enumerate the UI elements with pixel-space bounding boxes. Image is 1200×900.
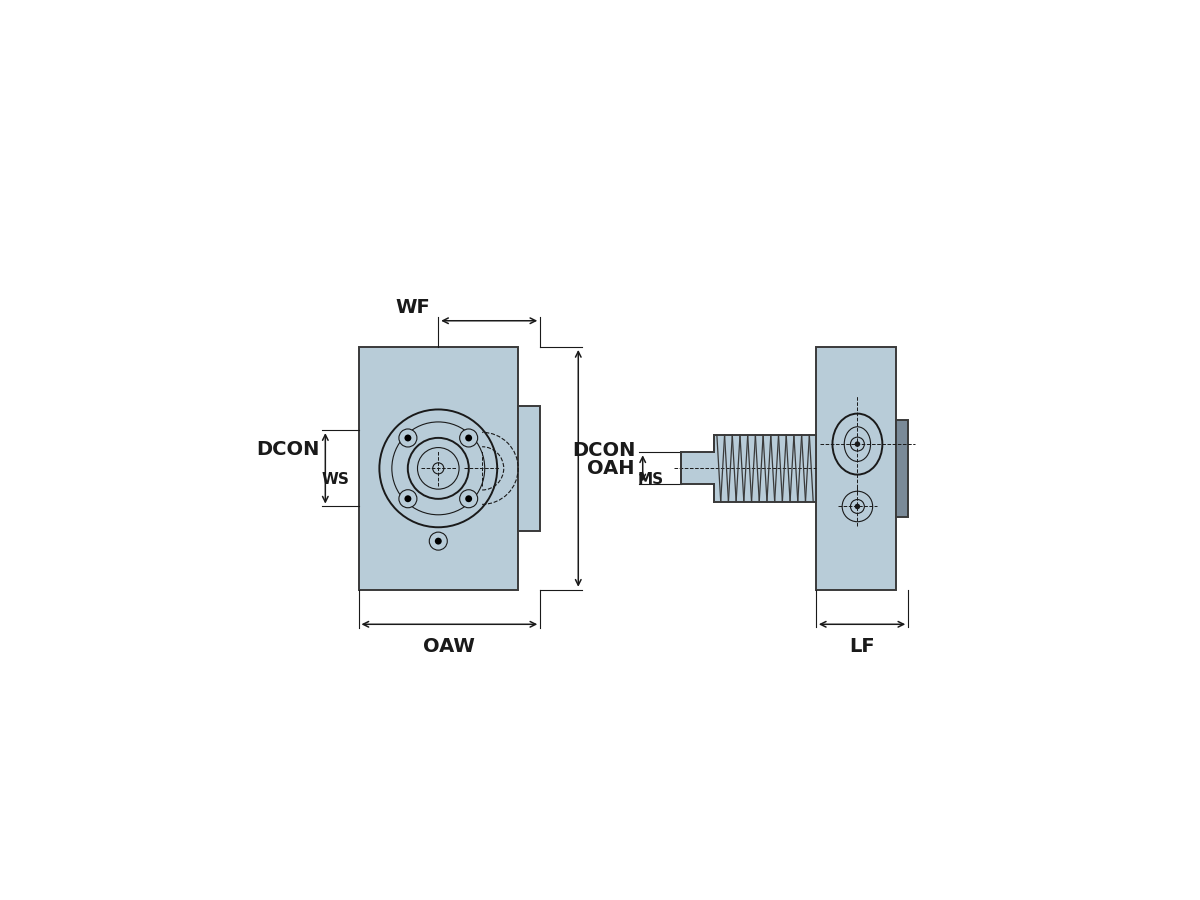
Bar — [518, 406, 540, 531]
Circle shape — [398, 429, 416, 447]
Text: DCON: DCON — [572, 441, 636, 460]
Circle shape — [854, 441, 860, 447]
Text: WF: WF — [395, 298, 430, 317]
Text: MS: MS — [637, 472, 664, 487]
Bar — [895, 419, 908, 517]
Circle shape — [404, 435, 412, 441]
Text: WS: WS — [322, 472, 349, 487]
Circle shape — [466, 435, 472, 441]
Text: DCON: DCON — [257, 440, 319, 459]
Circle shape — [460, 429, 478, 447]
Circle shape — [466, 495, 472, 502]
Text: LF: LF — [850, 637, 875, 656]
Circle shape — [854, 504, 860, 509]
Bar — [816, 347, 895, 590]
Circle shape — [404, 495, 412, 502]
Bar — [359, 347, 518, 590]
Text: OAH: OAH — [587, 459, 634, 478]
Circle shape — [434, 537, 442, 544]
Polygon shape — [680, 435, 816, 501]
Text: OAW: OAW — [424, 637, 475, 656]
Circle shape — [398, 490, 416, 508]
Circle shape — [460, 490, 478, 508]
Circle shape — [430, 532, 448, 550]
